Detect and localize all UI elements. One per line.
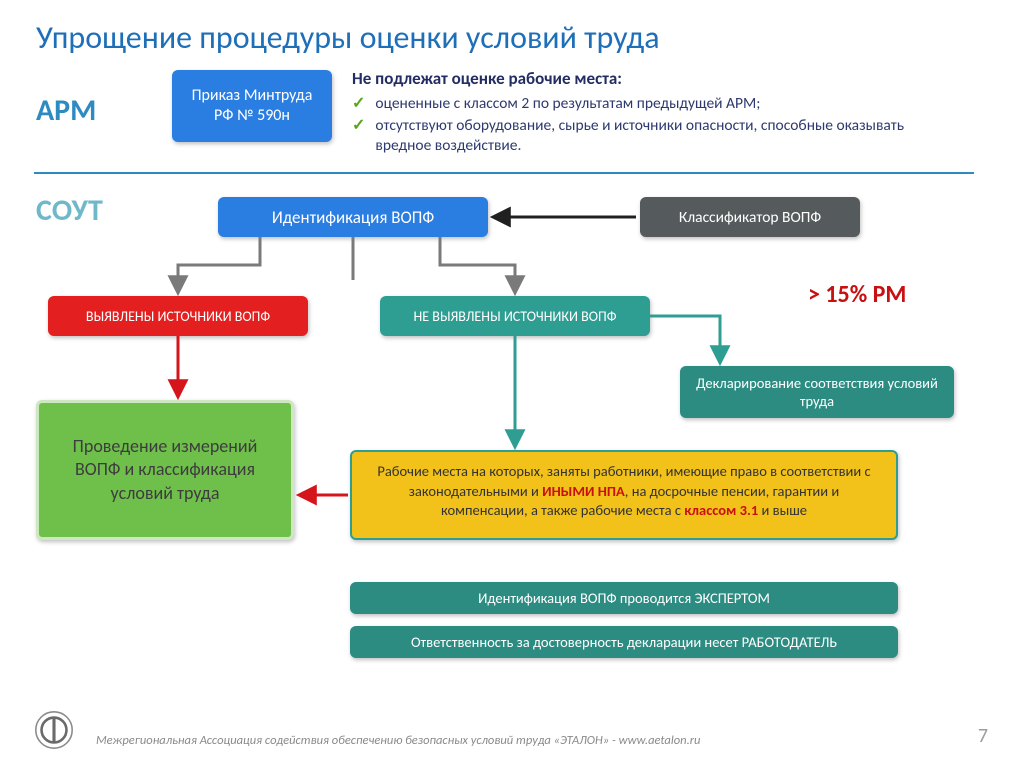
bar-employer: Ответственность за достоверность деклара…: [350, 626, 898, 658]
node-identification: Идентификация ВОПФ: [218, 197, 488, 237]
check-icon: ✓: [352, 116, 365, 137]
page-number: 7: [978, 724, 988, 748]
node-classifier: Классификатор ВОПФ: [640, 197, 860, 237]
bullets-header: Не подлежат оценке рабочие места:: [352, 68, 622, 89]
page-title: Упрощение процедуры оценки условий труда: [36, 18, 660, 57]
node-sources-not-found: НЕ ВЫЯВЛЕНЫ ИСТОЧНИКИ ВОПФ: [380, 296, 650, 336]
yellow-post: и выше: [758, 501, 807, 519]
yellow-red2: классом 3.1: [684, 501, 758, 519]
node-declaration: Декларирование соответствия условий труд…: [680, 366, 954, 418]
footer-text: Межрегиональная Ассоциация содействия об…: [96, 733, 700, 748]
bar-expert: Идентификация ВОПФ проводится ЭКСПЕРТОМ: [350, 582, 898, 614]
bullet-2-text: отсутствуют оборудование, сырье и источн…: [375, 116, 962, 156]
stat-15-percent: > 15% РМ: [808, 280, 906, 309]
bullet-2: ✓ отсутствуют оборудование, сырье и исто…: [352, 116, 962, 156]
node-sources-found: ВЫЯВЛЕНЫ ИСТОЧНИКИ ВОПФ: [48, 296, 308, 336]
node-yellow-note: Рабочие места на которых, заняты работни…: [350, 450, 898, 540]
yellow-red1: ИНЫМИ НПА: [542, 482, 625, 500]
arm-label: АРМ: [36, 92, 96, 129]
logo-icon: [28, 704, 80, 756]
section-divider: [34, 172, 974, 174]
bullet-1-text: оцененные с классом 2 по результатам пре…: [375, 94, 760, 114]
node-measurements: Проведение измерений ВОПФ и классификаци…: [36, 400, 294, 540]
sout-label: СОУТ: [36, 192, 103, 229]
order-box: Приказ Минтруда РФ № 590н: [172, 70, 332, 142]
check-icon: ✓: [352, 94, 365, 115]
bullet-1: ✓ оцененные с классом 2 по результатам п…: [352, 94, 952, 115]
